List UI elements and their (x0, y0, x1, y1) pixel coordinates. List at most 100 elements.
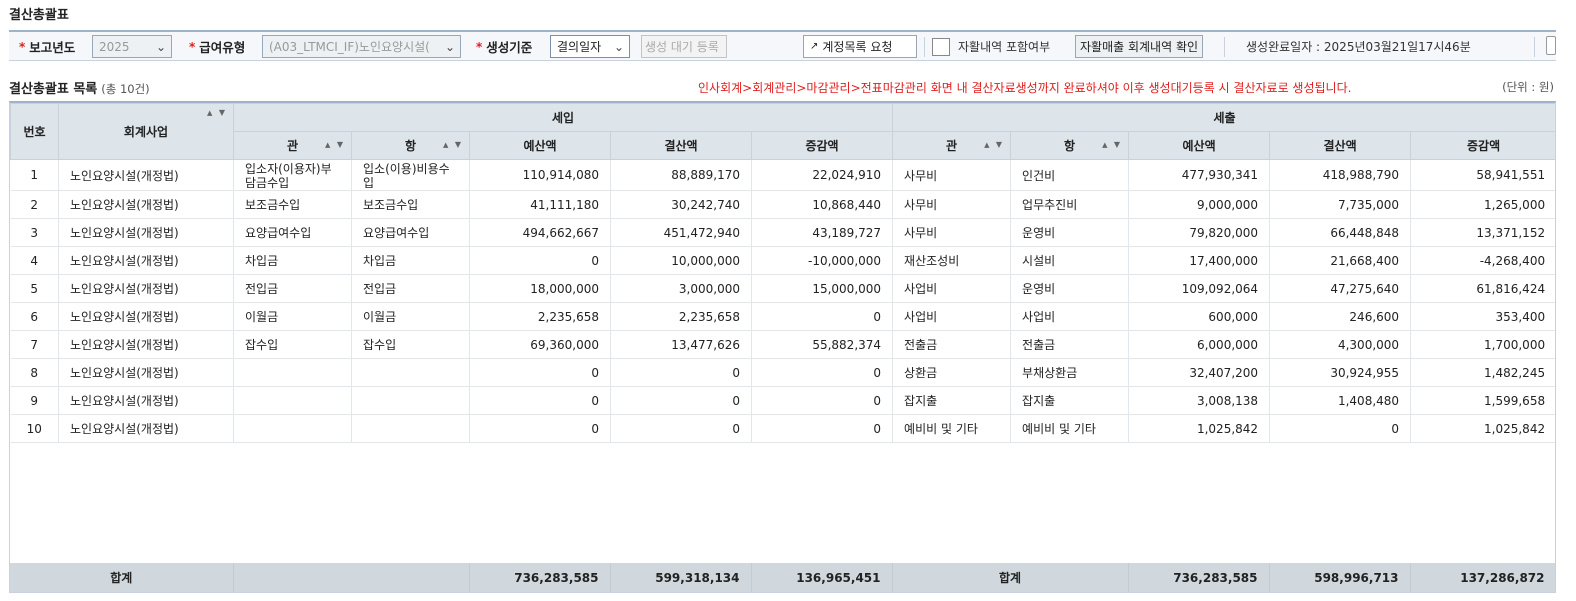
table-row[interactable]: 2 노인요양시설(개정법) 보조금수입 보조금수입 41,111,180 30,242,7… (10, 190, 1555, 219)
cell-expense-budget: 600,000 (1128, 302, 1271, 331)
table-row[interactable]: 1 노인요양시설(개정법) 입소자(이용자)부담금수입 입소(이용)비용수입 110,9… (10, 159, 1555, 191)
cell-expense-settlement: 246,600 (1269, 302, 1412, 331)
section-title-text: 결산총괄표 목록 (9, 82, 98, 97)
table-row[interactable]: 6 노인요양시설(개정법) 이월금 이월금 2,235,658 2,235,658 0 사업비… (10, 302, 1555, 331)
cell-income-hang: 잡수입 (351, 330, 470, 359)
cell-income-settlement: 13,477,626 (610, 330, 752, 359)
cell-expense-budget: 1,025,842 (1128, 414, 1271, 443)
totals-expense-diff: 137,286,872 (1410, 563, 1555, 592)
cell-no: 7 (10, 330, 59, 359)
cell-income-budget: 0 (469, 414, 611, 443)
unit-text: (단위 : 원) (1502, 80, 1554, 94)
cell-expense-budget: 3,008,138 (1128, 386, 1271, 415)
cell-income-gwan (233, 414, 352, 443)
cell-income-budget: 41,111,180 (469, 190, 611, 219)
cell-no: 2 (10, 190, 59, 219)
cell-no: 10 (10, 414, 59, 443)
pay-type-label: 급여유형 (199, 40, 246, 55)
cell-expense-diff: 1,599,658 (1410, 386, 1555, 415)
cell-expense-hang: 사업비 (1010, 302, 1130, 331)
header-expense-budget: 예산액 (1128, 131, 1271, 160)
account-list-request-label: 계정목록 요청 (822, 40, 893, 54)
cell-income-settlement: 0 (610, 386, 752, 415)
header-income-hang[interactable]: 항 ▲ ▼ (351, 131, 470, 160)
cell-expense-settlement: 1,408,480 (1269, 386, 1412, 415)
cell-income-settlement: 30,242,740 (610, 190, 752, 219)
page-title: 결산총괄표 (9, 8, 69, 23)
table-row[interactable]: 7 노인요양시설(개정법) 잡수입 잡수입 69,360,000 13,477,626 55… (10, 330, 1555, 359)
header-expense-gwan[interactable]: 관 ▲ ▼ (892, 131, 1012, 160)
cell-income-diff: 43,189,727 (751, 218, 894, 247)
cell-expense-budget: 9,000,000 (1128, 190, 1271, 219)
table-row[interactable]: 3 노인요양시설(개정법) 요양급여수입 요양급여수입 494,662,667 451,4… (10, 218, 1555, 247)
gen-basis-value: 결의일자 (557, 40, 602, 54)
table-row[interactable]: 10 노인요양시설(개정법) 0 0 0 예비비 및 기타 예비비 및 기타 1,025,84… (10, 414, 1555, 443)
chevron-down-icon: ⌄ (613, 40, 624, 54)
cell-income-settlement: 10,000,000 (610, 246, 752, 275)
gen-basis-select[interactable]: 결의일자 ⌄ (550, 35, 630, 58)
cell-business: 노인요양시설(개정법) (58, 414, 234, 443)
sort-filter-icon[interactable]: ▲ ▼ (1102, 140, 1123, 149)
gen-wait-register-button[interactable]: 생성 대기 등록 (641, 35, 727, 58)
cell-income-diff: 0 (751, 358, 894, 387)
cell-income-diff: 55,882,374 (751, 330, 894, 359)
report-year-label: 보고년도 (29, 40, 76, 55)
report-year-field: * 보고년도 (19, 35, 75, 58)
cell-expense-settlement: 0 (1269, 414, 1412, 443)
table-row[interactable]: 5 노인요양시설(개정법) 전입금 전입금 18,000,000 3,000,000 15,… (10, 274, 1555, 303)
cell-income-gwan: 전입금 (233, 274, 352, 303)
external-link-icon: ↗ (810, 41, 819, 52)
required-mark: * (189, 39, 196, 54)
table-row[interactable]: 4 노인요양시설(개정법) 차입금 차입금 0 10,000,000 -10,000,000… (10, 246, 1555, 275)
cell-expense-budget: 79,820,000 (1128, 218, 1271, 247)
cell-expense-hang: 운영비 (1010, 218, 1130, 247)
report-year-select[interactable]: 2025 ⌄ (92, 35, 172, 58)
cell-income-diff: 10,868,440 (751, 190, 894, 219)
self-help-sales-check-button[interactable]: 자활매출 회계내역 확인 (1075, 35, 1204, 58)
cell-expense-gwan: 사무비 (892, 190, 1012, 219)
account-list-request-button[interactable]: ↗ 계정목록 요청 (803, 35, 917, 58)
sort-filter-icon[interactable]: ▲ ▼ (443, 140, 463, 149)
cell-expense-hang: 부채상환금 (1010, 358, 1130, 387)
cell-no: 6 (10, 302, 59, 331)
header-income-gwan[interactable]: 관 ▲ ▼ (233, 131, 352, 160)
totals-income-budget: 736,283,585 (469, 563, 611, 592)
cell-no: 8 (10, 358, 59, 387)
cell-business: 노인요양시설(개정법) (58, 274, 234, 303)
self-help-checkbox[interactable] (932, 37, 950, 56)
sort-filter-icon[interactable]: ▲ ▼ (984, 140, 1005, 149)
pay-type-select[interactable]: (A03_LTMCI_IF)노인요양시설( ⌄ (262, 35, 461, 58)
header-income: 세입 (232, 103, 894, 132)
summary-grid: 번호 회계사업 ▲ ▼ 세입 세출 관 ▲ ▼ 항 ▲ ▼ 예산액 결산액 증감액 관… (9, 101, 1556, 593)
header-expense-hang[interactable]: 항 ▲ ▼ (1010, 131, 1130, 160)
sort-filter-icon[interactable]: ▲ ▼ (207, 108, 227, 117)
cell-expense-budget: 17,400,000 (1128, 246, 1271, 275)
report-year-value: 2025 (99, 39, 130, 54)
required-mark: * (476, 39, 483, 54)
table-row[interactable]: 8 노인요양시설(개정법) 0 0 0 상환금 부채상환금 32,407,200 30,924,… (10, 358, 1555, 387)
cell-expense-gwan: 사업비 (892, 274, 1012, 303)
header-income-settlement: 결산액 (610, 131, 752, 160)
cell-income-hang: 입소(이용)비용수입 (351, 159, 470, 191)
cell-income-settlement: 0 (610, 414, 752, 443)
cell-income-diff: -10,000,000 (751, 246, 894, 275)
totals-income-diff: 136,965,451 (751, 563, 893, 592)
cell-income-budget: 494,662,667 (469, 218, 611, 247)
cell-expense-gwan: 상환금 (892, 358, 1012, 387)
cell-expense-gwan: 예비비 및 기타 (892, 414, 1012, 443)
cell-income-gwan: 이월금 (233, 302, 352, 331)
cell-expense-diff: 1,265,000 (1410, 190, 1555, 219)
scroll-thumb[interactable] (1546, 36, 1556, 55)
cell-income-gwan: 차입금 (233, 246, 352, 275)
cell-income-budget: 110,914,080 (469, 159, 611, 191)
cell-expense-budget: 6,000,000 (1128, 330, 1271, 359)
cell-expense-hang: 전출금 (1010, 330, 1130, 359)
record-count: (총 10건) (101, 82, 150, 96)
header-business[interactable]: 회계사업 ▲ ▼ (58, 103, 234, 160)
sort-filter-icon[interactable]: ▲ ▼ (325, 140, 345, 149)
cell-income-budget: 0 (469, 358, 611, 387)
cell-no: 1 (10, 159, 59, 191)
cell-no: 3 (10, 218, 59, 247)
cell-expense-settlement: 66,448,848 (1269, 218, 1412, 247)
table-row[interactable]: 9 노인요양시설(개정법) 0 0 0 잡지출 잡지출 3,008,138 1,408,480 1… (10, 386, 1555, 415)
